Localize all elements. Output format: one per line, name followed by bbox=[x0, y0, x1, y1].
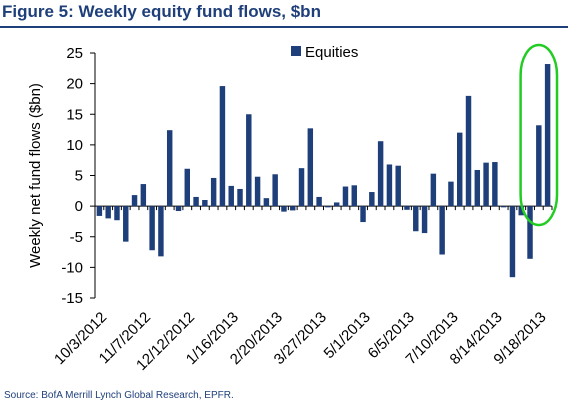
bar-week-24 bbox=[298, 168, 305, 207]
legend-swatch-equities bbox=[291, 46, 301, 56]
y-tick-label: -10 bbox=[61, 259, 83, 276]
y-tick-label: 25 bbox=[66, 45, 83, 62]
bar-week-27 bbox=[325, 206, 331, 208]
bar-week-52 bbox=[544, 64, 551, 207]
bar-week-50 bbox=[527, 206, 533, 259]
bar-week-48 bbox=[509, 206, 516, 278]
bar-week-45 bbox=[483, 162, 489, 207]
bar-week-39 bbox=[430, 173, 437, 207]
bar-week-7 bbox=[149, 206, 155, 251]
y-tick-label: 20 bbox=[66, 76, 83, 93]
bar-week-8 bbox=[158, 206, 164, 257]
bar-week-2 bbox=[105, 206, 111, 219]
bar-week-51 bbox=[536, 125, 542, 207]
bar-week-33 bbox=[377, 141, 384, 207]
bar-week-21 bbox=[272, 174, 278, 207]
title-rule bbox=[0, 26, 568, 28]
figure-header: Figure 5: Weekly equity fund flows, $bn bbox=[0, 0, 568, 30]
y-tick-label: 15 bbox=[66, 106, 83, 123]
bar-week-49 bbox=[518, 206, 524, 216]
x-tick-label: 5/1/2013 bbox=[321, 309, 374, 362]
bar-week-12 bbox=[193, 196, 199, 207]
bar-week-36 bbox=[404, 206, 410, 210]
bar-week-31 bbox=[360, 206, 366, 223]
bar-week-41 bbox=[448, 181, 454, 207]
bar-week-20 bbox=[263, 198, 270, 207]
bar-week-17 bbox=[237, 188, 243, 207]
y-tick-label: -15 bbox=[61, 290, 83, 307]
figure-title: Figure 5: Weekly equity fund flows, $bn bbox=[2, 2, 321, 21]
bar-week-13 bbox=[202, 200, 208, 207]
bar-week-25 bbox=[307, 128, 314, 207]
y-tick-label: 5 bbox=[75, 168, 83, 185]
bar-week-22 bbox=[281, 206, 287, 212]
bar-week-35 bbox=[395, 165, 401, 207]
bar-week-18 bbox=[246, 114, 252, 207]
bar-week-34 bbox=[386, 164, 393, 207]
bar-week-4 bbox=[123, 206, 129, 242]
bar-week-1 bbox=[96, 206, 103, 216]
y-tick-label: 10 bbox=[66, 137, 83, 154]
bar-week-38 bbox=[421, 206, 428, 234]
bar-week-11 bbox=[184, 168, 190, 207]
bar-week-32 bbox=[369, 192, 375, 207]
bar-week-29 bbox=[342, 186, 349, 207]
y-tick-label: -5 bbox=[70, 229, 83, 246]
bar-week-30 bbox=[351, 185, 357, 207]
bar-week-15 bbox=[219, 86, 226, 207]
bar-week-23 bbox=[290, 206, 296, 211]
bar-week-40 bbox=[439, 206, 445, 255]
bar-week-16 bbox=[228, 185, 234, 207]
bar-week-46 bbox=[492, 162, 498, 207]
bar-week-14 bbox=[210, 177, 217, 207]
legend-label-equities: Equities bbox=[305, 44, 358, 61]
y-tick-label: 0 bbox=[75, 198, 83, 215]
bar-week-44 bbox=[474, 169, 481, 207]
bar-week-43 bbox=[465, 95, 472, 207]
bar-week-3 bbox=[114, 206, 120, 221]
bar-week-47 bbox=[500, 206, 507, 208]
bar-week-9 bbox=[166, 130, 173, 207]
highlight-ellipse bbox=[519, 43, 559, 227]
y-axis-title: Weekly net fund flows ($bn) bbox=[27, 83, 44, 268]
bar-week-37 bbox=[413, 206, 419, 232]
bar-week-10 bbox=[175, 206, 182, 212]
bar-week-6 bbox=[140, 184, 147, 207]
source-note: Source: BofA Merrill Lynch Global Resear… bbox=[4, 390, 234, 401]
bar-week-26 bbox=[316, 196, 322, 207]
bar-week-5 bbox=[131, 195, 138, 207]
bar-week-19 bbox=[254, 176, 261, 207]
bar-week-28 bbox=[333, 202, 340, 207]
bar-week-42 bbox=[457, 132, 463, 207]
